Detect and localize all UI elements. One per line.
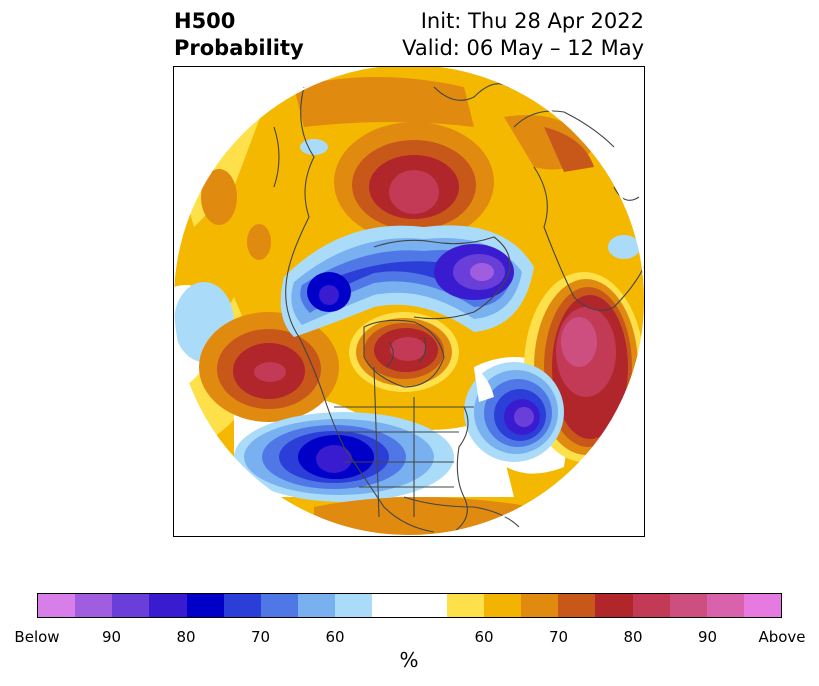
colorbar-unit-label: %	[399, 648, 419, 672]
colorbar-tick-label: 70	[250, 628, 271, 646]
probability-field	[174, 67, 644, 536]
colorbar	[37, 593, 782, 618]
colorbar-swatch	[409, 594, 447, 617]
colorbar-tick-label: 60	[474, 628, 494, 646]
colorbar-swatch	[558, 594, 596, 617]
colorbar-swatch	[260, 594, 299, 617]
colorbar-swatch	[446, 594, 484, 617]
colorbar-swatch	[595, 594, 633, 617]
valid-range: Valid: 06 May – 12 May	[402, 36, 644, 60]
colorbar-swatch	[298, 594, 336, 617]
probability-map	[173, 66, 645, 537]
colorbar-swatch	[521, 594, 559, 617]
colorbar-swatch	[38, 594, 76, 617]
colorbar-swatch	[149, 594, 187, 617]
colorbar-tick-label: 70	[548, 628, 569, 646]
map-title-right: Init: Thu 28 Apr 2022 Valid: 06 May – 12…	[402, 8, 644, 62]
colorbar-swatch	[743, 594, 782, 617]
title-product: Probability	[174, 36, 304, 60]
colorbar-tick-label: 80	[176, 628, 196, 646]
colorbar-tick-label: Below	[14, 628, 60, 646]
map-title-left: H500 Probability	[174, 8, 304, 62]
colorbar-swatch	[483, 594, 522, 617]
colorbar-swatch	[223, 594, 261, 617]
colorbar-tick-label: Above	[758, 628, 806, 646]
init-date: Init: Thu 28 Apr 2022	[420, 9, 644, 33]
colorbar-swatch	[632, 594, 670, 617]
colorbar-swatch	[706, 594, 744, 617]
colorbar-swatch	[669, 594, 707, 617]
colorbar-swatch	[372, 594, 410, 617]
colorbar-tick-label: 90	[697, 628, 718, 646]
colorbar-swatch	[75, 594, 113, 617]
colorbar-tick-label: 90	[101, 628, 122, 646]
title-variable: H500	[174, 9, 236, 33]
colorbar-swatch	[186, 594, 224, 617]
map-graphic	[174, 67, 644, 536]
coastlines	[273, 83, 644, 533]
colorbar-tick-label: 80	[623, 628, 643, 646]
colorbar-swatch	[112, 594, 150, 617]
colorbar-swatch	[335, 594, 373, 617]
colorbar-tick-label: 60	[325, 628, 345, 646]
